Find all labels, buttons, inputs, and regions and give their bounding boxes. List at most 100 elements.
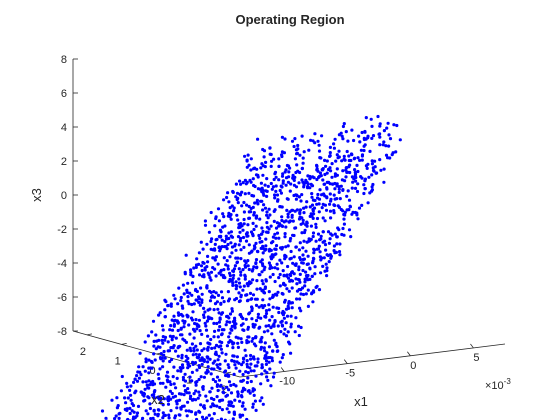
scatter-point [334, 159, 338, 163]
scatter-point [302, 185, 306, 189]
scatter-point [245, 380, 249, 385]
scatter-point [345, 170, 349, 174]
scatter-point [308, 186, 312, 190]
scatter-point [280, 324, 285, 328]
scatter-point [364, 116, 368, 120]
scatter-point [226, 242, 230, 247]
scatter-point [146, 412, 150, 416]
scatter-point [270, 359, 274, 363]
scatter-point [310, 192, 314, 196]
scatter-point [333, 187, 337, 191]
scatter-point [187, 323, 191, 327]
scatter-point [254, 258, 259, 262]
scatter-point [233, 398, 237, 402]
scatter-point [350, 128, 354, 132]
scatter-point [325, 195, 329, 199]
scatter-point [232, 354, 236, 358]
scatter-point [365, 166, 369, 170]
scatter-point [378, 124, 382, 128]
scatter-point [203, 321, 207, 325]
scatter-point [225, 195, 229, 200]
scatter-point [245, 362, 249, 366]
scatter-point [178, 333, 183, 337]
scatter-point [281, 292, 285, 296]
scatter-point [233, 363, 237, 367]
scatter-point [245, 180, 249, 184]
scatter-point [218, 405, 222, 410]
scatter-point [357, 206, 362, 210]
scatter-point [267, 290, 271, 294]
scatter-point [273, 170, 278, 174]
scatter-point [242, 245, 246, 249]
scatter-point [135, 379, 140, 383]
y-axis-label: x2 [151, 392, 165, 407]
scatter-point [205, 242, 209, 246]
scatter-point [337, 190, 341, 194]
scatter-point [275, 193, 280, 197]
scatter-point [284, 168, 288, 172]
scatter-point [264, 324, 268, 328]
scatter-point [188, 396, 192, 401]
scatter-point [281, 353, 285, 357]
scatter-point [278, 222, 282, 226]
scatter-point [236, 235, 241, 239]
scatter-point [226, 267, 230, 271]
scatter-point [298, 297, 302, 301]
scatter-point [240, 204, 244, 208]
scatter-point [179, 367, 183, 371]
scatter-point [226, 299, 231, 303]
scatter-point [300, 134, 304, 138]
scatter-point [269, 256, 273, 260]
scatter-point [158, 367, 162, 371]
scatter-point [230, 307, 234, 311]
scatter-point [235, 197, 239, 202]
scatter-point [265, 225, 269, 229]
scatter-point [327, 241, 331, 245]
scatter-point [229, 400, 233, 404]
scatter-point [233, 264, 237, 268]
scatter-point [310, 292, 314, 296]
scatter-point [275, 293, 279, 297]
x-tick-label: -10 [279, 376, 295, 388]
scatter-point [291, 219, 295, 223]
scatter-point [358, 140, 362, 144]
scatter-point [215, 300, 219, 304]
scatter-point [263, 206, 268, 210]
scatter-point [255, 214, 259, 218]
scatter-point [236, 345, 240, 349]
x-tick-mark [470, 343, 474, 349]
scatter-point [170, 357, 174, 362]
scatter-point [260, 232, 264, 236]
scatter-point [359, 148, 363, 152]
scatter-point [295, 297, 299, 301]
scatter-point [217, 328, 221, 332]
scatter-point [258, 217, 262, 221]
scatter-point [170, 335, 174, 339]
scatter-point [229, 391, 234, 395]
scatter-point [120, 374, 124, 379]
scatter-point [237, 291, 241, 295]
scatter-point [166, 380, 170, 384]
scatter-point [260, 396, 264, 400]
scatter-point [286, 304, 290, 308]
scatter-point [249, 230, 254, 234]
scatter-point [345, 194, 349, 198]
scatter-point [186, 362, 190, 366]
scatter-point [202, 375, 206, 379]
scatter-point [206, 347, 210, 351]
scatter-point [172, 365, 176, 369]
scatter-point [205, 368, 209, 372]
scatter-point [280, 174, 285, 178]
scatter-point [144, 380, 148, 384]
scatter-point [188, 346, 192, 350]
scatter-point [161, 365, 165, 369]
scatter-point [281, 179, 285, 183]
scatter-point [321, 230, 325, 234]
scatter-point [265, 230, 269, 234]
scatter-point [264, 353, 268, 357]
scatter-point [271, 294, 275, 298]
scatter-point [237, 243, 241, 247]
scatter-point [266, 356, 271, 360]
scatter-point [268, 318, 272, 322]
scatter-point [197, 390, 201, 394]
